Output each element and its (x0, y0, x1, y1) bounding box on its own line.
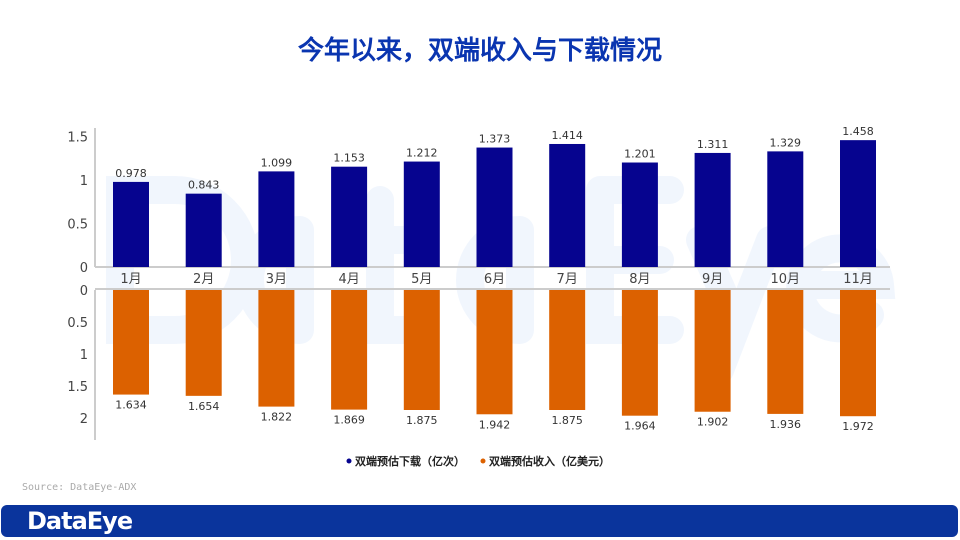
top-y-tick: 1 (80, 174, 88, 189)
top-y-tick: 0.5 (67, 218, 88, 233)
top-y-tick: 1.5 (67, 131, 88, 146)
download-data-label: 1.201 (624, 148, 656, 161)
download-bar (694, 152, 731, 267)
legend-label-downloads: 双端预估下载（亿次） (355, 454, 465, 468)
revenue-bar (113, 290, 149, 395)
download-data-label: 1.311 (697, 138, 729, 151)
x-tick-label: 5月 (411, 272, 432, 287)
download-bar (113, 181, 149, 267)
revenue-bar (549, 290, 586, 410)
download-bar (767, 151, 804, 267)
download-bar (331, 166, 368, 267)
x-tick-label: 10月 (771, 272, 801, 287)
revenue-data-label: 1.634 (115, 399, 147, 412)
download-bar (185, 193, 222, 267)
dataeye-logo: DataEye (27, 507, 133, 535)
download-data-label: 1.153 (333, 152, 365, 165)
page-title: 今年以来，双端收入与下载情况 (297, 36, 662, 66)
revenue-bar (331, 290, 368, 410)
bottom-y-tick: 1 (80, 348, 88, 363)
download-bar (476, 147, 513, 267)
revenue-data-label: 1.972 (842, 420, 874, 433)
legend-label-revenue: 双端预估收入（亿美元） (489, 454, 610, 468)
revenue-data-label: 1.942 (479, 418, 511, 431)
download-data-label: 1.329 (770, 136, 802, 149)
legend-marker-downloads (346, 458, 352, 464)
download-data-label: 0.843 (188, 179, 220, 192)
revenue-bar (621, 290, 658, 416)
download-bar (549, 143, 586, 267)
revenue-data-label: 1.902 (697, 416, 729, 429)
download-data-label: 1.373 (479, 133, 511, 146)
x-tick-label: 4月 (338, 272, 359, 287)
source-note: Source: DataEye-ADX (22, 482, 137, 493)
revenue-data-label: 1.964 (624, 420, 656, 433)
legend-marker-revenue (480, 458, 486, 464)
x-tick-label: 8月 (629, 272, 650, 287)
download-bar (403, 161, 440, 267)
download-bar (621, 162, 658, 267)
x-tick-label: 2月 (193, 272, 214, 287)
revenue-data-label: 1.822 (261, 411, 293, 424)
x-tick-label: 11月 (843, 272, 873, 287)
revenue-data-label: 1.875 (551, 414, 583, 427)
revenue-bar (840, 290, 876, 417)
bottom-y-tick: 2 (80, 412, 88, 427)
revenue-data-label: 1.936 (770, 418, 802, 431)
revenue-bar (403, 290, 440, 410)
x-tick-label: 6月 (484, 272, 505, 287)
top-y-tick: 0 (80, 261, 88, 276)
revenue-data-label: 1.654 (188, 400, 220, 413)
download-bar (258, 171, 295, 267)
download-data-label: 1.212 (406, 147, 438, 160)
download-data-label: 1.458 (842, 125, 874, 138)
download-data-label: 1.414 (551, 129, 583, 142)
revenue-data-label: 1.875 (406, 414, 438, 427)
bottom-y-tick: 1.5 (67, 380, 88, 395)
download-data-label: 0.978 (115, 167, 147, 180)
bottom-y-tick: 0 (80, 284, 88, 299)
revenue-bar (258, 290, 295, 407)
footer-bar: DataEye (1, 505, 958, 537)
revenue-data-label: 1.869 (333, 414, 365, 427)
revenue-bar (694, 290, 731, 412)
x-tick-label: 9月 (702, 272, 723, 287)
x-tick-label: 1月 (120, 272, 141, 287)
revenue-bar (185, 290, 222, 396)
bottom-y-tick: 0.5 (67, 316, 88, 331)
x-tick-label: 3月 (266, 272, 287, 287)
revenue-bar (767, 290, 804, 414)
download-data-label: 1.099 (261, 156, 293, 169)
x-tick-label: 7月 (557, 272, 578, 287)
revenue-bar (476, 290, 513, 415)
download-bar (840, 140, 876, 267)
